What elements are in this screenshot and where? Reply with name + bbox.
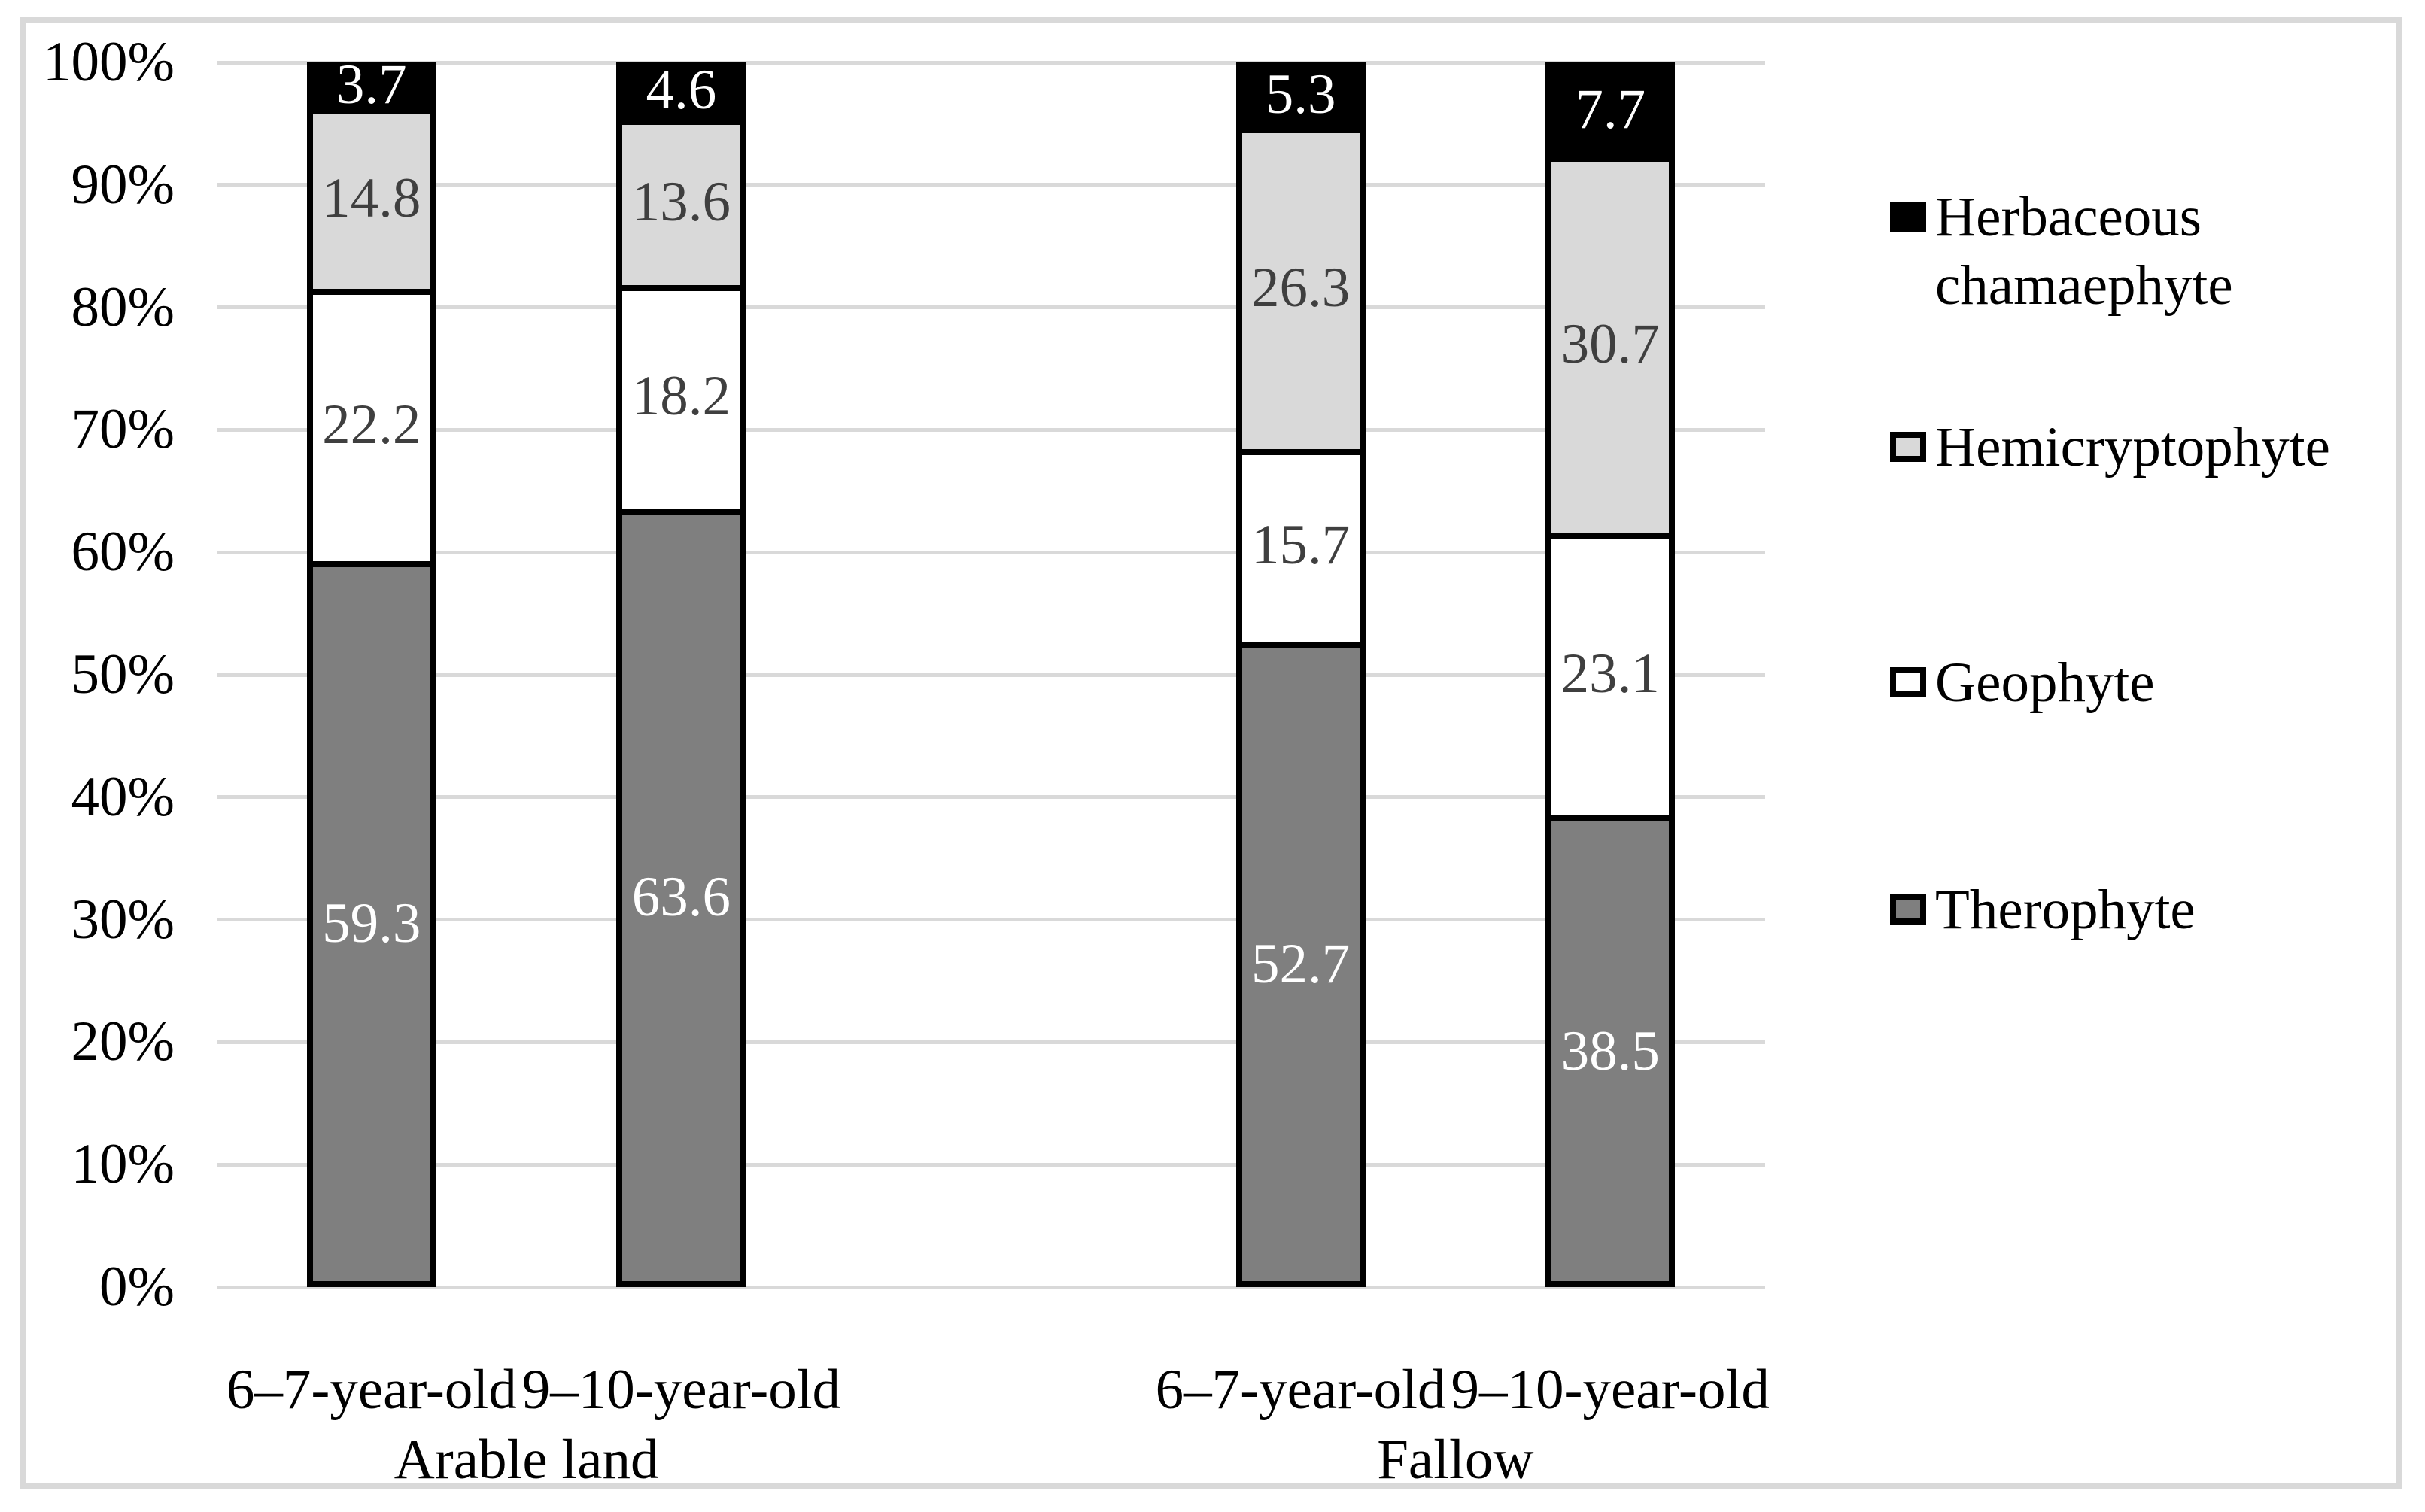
gridline bbox=[217, 1162, 1765, 1167]
segment-label: 3.7 bbox=[336, 53, 407, 117]
segment-label: 63.6 bbox=[631, 866, 731, 929]
y-tick-label: 70% bbox=[71, 398, 175, 461]
segment-label: 26.3 bbox=[1250, 257, 1351, 320]
segment-label: 4.6 bbox=[646, 59, 717, 122]
segment-label: 15.7 bbox=[1250, 514, 1351, 577]
segment-label: 7.7 bbox=[1575, 77, 1646, 141]
segment-label: 30.7 bbox=[1560, 313, 1660, 376]
gridline bbox=[217, 60, 1765, 65]
segment-label: 38.5 bbox=[1560, 1019, 1660, 1082]
bar-segment bbox=[306, 108, 436, 290]
legend-label: Hemicryptophyte bbox=[1935, 416, 2330, 478]
y-tick-label: 100% bbox=[43, 31, 175, 93]
legend-swatch-icon bbox=[1890, 894, 1926, 925]
gridline bbox=[217, 427, 1765, 432]
y-tick-label: 60% bbox=[71, 521, 175, 584]
bar-segment bbox=[1235, 642, 1366, 1287]
segment-label: 14.8 bbox=[322, 166, 421, 229]
bar-segment bbox=[1545, 533, 1676, 816]
segment-label: 23.1 bbox=[1560, 642, 1660, 706]
segment-label: 22.2 bbox=[322, 393, 421, 456]
group-label: Arable land bbox=[394, 1429, 659, 1491]
segment-label: 59.3 bbox=[322, 892, 421, 955]
bar-segment bbox=[1545, 62, 1676, 157]
category-label: 9–10-year-old bbox=[1451, 1359, 1770, 1421]
y-tick-label: 90% bbox=[71, 153, 175, 216]
gridline bbox=[217, 1040, 1765, 1044]
y-tick-label: 80% bbox=[71, 275, 175, 339]
bar-segment bbox=[306, 62, 436, 108]
gridline bbox=[217, 673, 1765, 677]
bar-segment bbox=[616, 285, 746, 509]
y-tick-label: 10% bbox=[71, 1133, 175, 1196]
bar-segment bbox=[1545, 156, 1676, 533]
bar-segment bbox=[1235, 127, 1366, 450]
bar-segment bbox=[616, 118, 746, 286]
y-tick-label: 30% bbox=[71, 888, 175, 951]
group-label: Fallow bbox=[1377, 1429, 1534, 1491]
gridline bbox=[217, 183, 1765, 187]
category-label: 9–10-year-old bbox=[521, 1359, 841, 1421]
bar-segment bbox=[1235, 449, 1366, 642]
gridline bbox=[217, 305, 1765, 310]
bar-segment bbox=[1235, 62, 1366, 128]
segment-label: 18.2 bbox=[631, 365, 731, 428]
gridline bbox=[217, 1285, 1765, 1289]
legend-label: Therophyte bbox=[1935, 879, 2196, 941]
category-label: 6–7-year-old bbox=[226, 1359, 517, 1421]
y-tick-label: 0% bbox=[99, 1255, 175, 1318]
segment-label: 5.3 bbox=[1265, 63, 1336, 126]
gridline bbox=[217, 795, 1765, 800]
segment-label: 13.6 bbox=[631, 170, 731, 233]
legend-label: Geophyte bbox=[1935, 651, 2155, 714]
bar-segment bbox=[306, 289, 436, 561]
gridline bbox=[217, 550, 1765, 554]
legend-label: Herbaceous chamaephyte bbox=[1935, 186, 2233, 317]
legend-swatch-icon bbox=[1890, 202, 1926, 232]
bar-segment bbox=[616, 62, 746, 119]
y-tick-label: 40% bbox=[71, 765, 175, 828]
gridline bbox=[217, 918, 1765, 922]
y-tick-label: 50% bbox=[71, 643, 175, 706]
bar-segment bbox=[306, 560, 436, 1287]
legend-swatch-icon bbox=[1890, 667, 1926, 697]
y-tick-label: 20% bbox=[71, 1010, 175, 1073]
bar-segment bbox=[616, 508, 746, 1287]
legend-swatch-icon bbox=[1890, 432, 1926, 462]
category-label: 6–7-year-old bbox=[1155, 1359, 1446, 1421]
segment-label: 52.7 bbox=[1250, 933, 1351, 996]
bar-segment bbox=[1545, 815, 1676, 1287]
